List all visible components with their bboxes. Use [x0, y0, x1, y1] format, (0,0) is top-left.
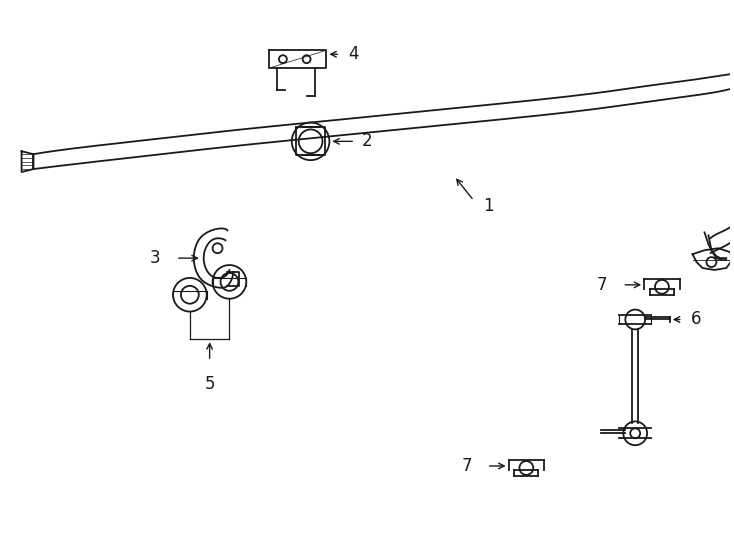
- Text: 3: 3: [150, 249, 160, 267]
- Text: 2: 2: [362, 132, 373, 150]
- Text: 7: 7: [462, 457, 472, 475]
- Text: 7: 7: [597, 276, 608, 294]
- Text: 5: 5: [204, 375, 215, 393]
- Text: 6: 6: [691, 310, 701, 328]
- Text: 4: 4: [348, 45, 359, 63]
- Text: 1: 1: [483, 197, 493, 215]
